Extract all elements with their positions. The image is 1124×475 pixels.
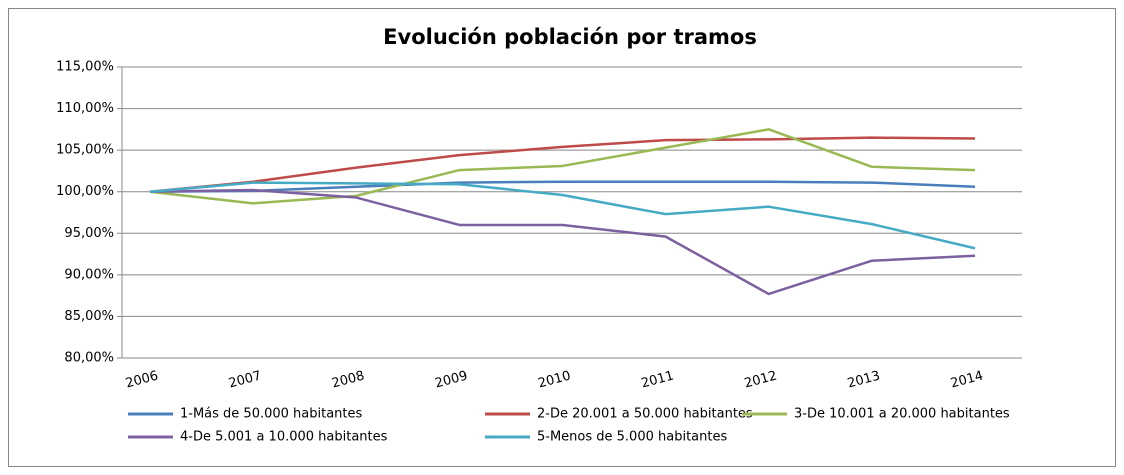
legend-label: 2-De 20.001 a 50.000 habitantes — [537, 407, 753, 422]
legend-label: 5-Menos de 5.000 habitantes — [537, 430, 727, 445]
y-tick-label: 105,00% — [56, 143, 114, 158]
chart-title: Evolución población por tramos — [383, 25, 757, 49]
y-tick-label: 115,00% — [56, 60, 114, 75]
legend-label: 3-De 10.001 a 20.000 habitantes — [794, 407, 1010, 422]
y-tick-label: 100,00% — [56, 184, 114, 199]
series-line — [149, 181, 976, 250]
series-line — [149, 128, 976, 205]
y-tick-label: 110,00% — [56, 101, 114, 116]
y-tick-label: 90,00% — [64, 267, 114, 282]
legend-label: 1-Más de 50.000 habitantes — [180, 407, 363, 422]
legend-label: 4-De 5.001 a 10.000 habitantes — [180, 430, 388, 445]
series-line — [149, 180, 976, 193]
y-tick-label: 80,00% — [64, 351, 114, 366]
series-line — [149, 188, 976, 296]
chart-frame — [8, 8, 1116, 467]
y-tick-label: 95,00% — [64, 226, 114, 241]
y-tick-label: 85,00% — [64, 309, 114, 324]
series-line — [149, 136, 976, 193]
